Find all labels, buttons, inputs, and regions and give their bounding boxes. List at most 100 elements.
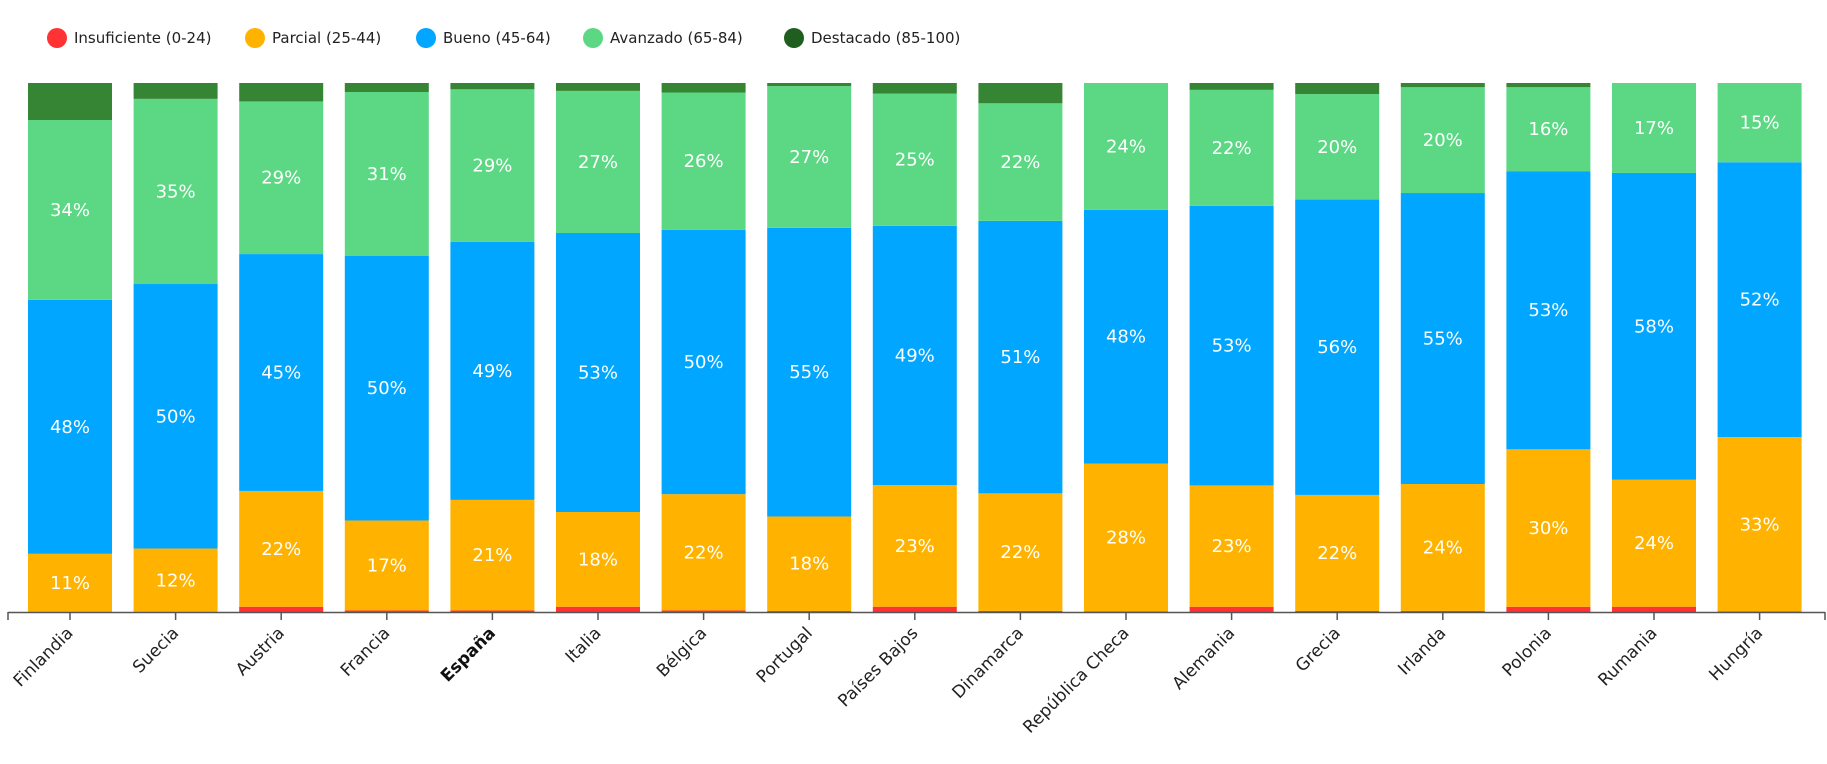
bar-segment-insuficiente <box>661 610 746 612</box>
bar-segment-insuficiente <box>239 606 324 612</box>
bar-segment-parcial <box>133 548 218 612</box>
bar-segment-parcial <box>556 511 640 607</box>
bar-segment-bueno <box>239 254 324 491</box>
data-label: 25% <box>895 150 935 171</box>
data-label: 18% <box>578 549 618 570</box>
bar-segment-destacado <box>1189 83 1274 90</box>
x-tick-label: Irlanda <box>1394 623 1450 679</box>
legend: Insuficiente (0-24) Parcial (25-44) Bueno … <box>47 28 960 48</box>
x-tick-label: Suecia <box>129 623 183 677</box>
bar-segment-parcial <box>239 490 324 607</box>
bar-segment-insuficiente <box>767 610 852 612</box>
data-label: 53% <box>1212 336 1252 357</box>
bar-dinamarca: 22% 51% 22% <box>978 83 1063 612</box>
x-tick-label: Finlandia <box>10 623 78 691</box>
bar-segment-avanzado <box>1400 87 1485 194</box>
data-label: 11% <box>50 573 90 594</box>
bar-segment-avanzado <box>239 101 324 255</box>
legend-label: Avanzado (65-84) <box>610 29 743 47</box>
bar-segment-avanzado <box>344 91 429 256</box>
bar-segment-parcial <box>1612 479 1696 607</box>
bar-espana: 21% 49% 29% <box>450 83 535 612</box>
bar-segment-destacado <box>450 83 535 90</box>
bar-segment-insuficiente <box>1400 610 1485 612</box>
x-tick-label: Italia <box>562 623 606 667</box>
data-label: 20% <box>1317 137 1357 158</box>
bar-segment-bueno <box>1506 171 1591 450</box>
legend-swatch-icon <box>784 28 804 48</box>
legend-label: Parcial (25-44) <box>272 29 381 47</box>
bar-suecia: 12% 50% 35% <box>133 83 218 612</box>
bar-segment-insuficiente <box>1084 611 1168 612</box>
bar-segment-parcial <box>1506 449 1591 607</box>
legend-swatch-icon <box>245 28 265 48</box>
data-label: 23% <box>895 536 935 557</box>
bar-segment-avanzado <box>133 98 218 285</box>
data-label: 55% <box>1423 329 1463 350</box>
bar-segment-avanzado <box>661 92 746 230</box>
data-label: 29% <box>472 156 512 177</box>
bar-segment-bueno <box>133 284 218 549</box>
x-axis: Finlandia Suecia Austria Francia España Itali… <box>7 611 1826 737</box>
bar-grecia: 22% 56% 20% <box>1295 83 1380 612</box>
bar-segment-bueno <box>872 225 957 486</box>
bar-segment-parcial <box>344 520 429 611</box>
bar-italia: 18% 53% 27% <box>556 83 640 612</box>
bar-paises-bajos: 23% 49% 25% <box>872 83 957 612</box>
data-label: 18% <box>789 554 829 575</box>
bar-segment-parcial <box>661 494 746 611</box>
bar-segment-destacado <box>556 83 640 91</box>
bar-segment-destacado <box>661 83 746 93</box>
bar-segment-bueno <box>344 255 429 521</box>
bar-segment-insuficiente <box>450 610 535 612</box>
bar-segment-destacado <box>872 83 957 94</box>
data-label: 22% <box>684 542 724 563</box>
bar-segment-bueno <box>1717 162 1802 438</box>
data-label: 53% <box>578 363 618 384</box>
x-tick-label: República Checa <box>1019 623 1133 737</box>
data-label: 24% <box>1106 136 1146 157</box>
legend-label: Destacado (85-100) <box>811 29 960 47</box>
x-tick-label: Grecia <box>1292 623 1345 676</box>
x-tick-label: Portugal <box>753 623 817 687</box>
bar-segment-avanzado <box>450 89 535 242</box>
bar-alemania: 23% 53% 22% <box>1189 83 1274 612</box>
x-tick-label: España <box>437 623 500 686</box>
bar-segment-insuficiente <box>344 610 429 612</box>
bar-segment-insuficiente <box>1612 606 1696 612</box>
bar-republica-checa: 28% 48% 24% <box>1084 83 1168 612</box>
bar-segment-parcial <box>1400 483 1485 611</box>
data-label: 22% <box>261 539 301 560</box>
data-label: 30% <box>1528 518 1568 539</box>
bar-segment-avanzado <box>872 93 957 226</box>
legend-item-destacado: Destacado (85-100) <box>784 28 960 48</box>
bar-segment-destacado <box>978 83 1063 104</box>
bar-segment-bueno <box>661 229 746 495</box>
data-label: 45% <box>261 363 301 384</box>
data-label: 53% <box>1528 300 1568 321</box>
bar-francia: 17% 50% 31% <box>344 83 429 612</box>
data-label: 26% <box>684 151 724 172</box>
data-label: 27% <box>578 152 618 173</box>
data-label: 33% <box>1740 514 1780 535</box>
x-tick-label: Francia <box>337 623 394 680</box>
bar-segment-insuficiente <box>1506 606 1591 612</box>
bar-rumania: 24% 58% 17% <box>1612 83 1696 612</box>
data-label: 12% <box>156 570 196 591</box>
bar-segment-destacado <box>133 83 218 99</box>
bar-segment-bueno <box>28 299 112 554</box>
data-label: 17% <box>367 555 407 576</box>
data-label: 50% <box>156 406 196 427</box>
bar-segment-avanzado <box>767 86 852 228</box>
data-label: 51% <box>1000 347 1040 368</box>
bar-segment-insuficiente <box>1717 611 1802 612</box>
x-tick-label: Dinamarca <box>948 623 1027 702</box>
bar-segment-parcial <box>978 493 1063 611</box>
bar-segment-parcial <box>450 499 535 611</box>
bar-segment-avanzado <box>1189 89 1274 206</box>
data-label: 15% <box>1740 113 1780 134</box>
bar-segment-avanzado <box>1612 83 1696 173</box>
data-label: 27% <box>789 147 829 168</box>
bar-segment-bueno <box>767 227 852 517</box>
bar-segment-bueno <box>556 233 640 512</box>
